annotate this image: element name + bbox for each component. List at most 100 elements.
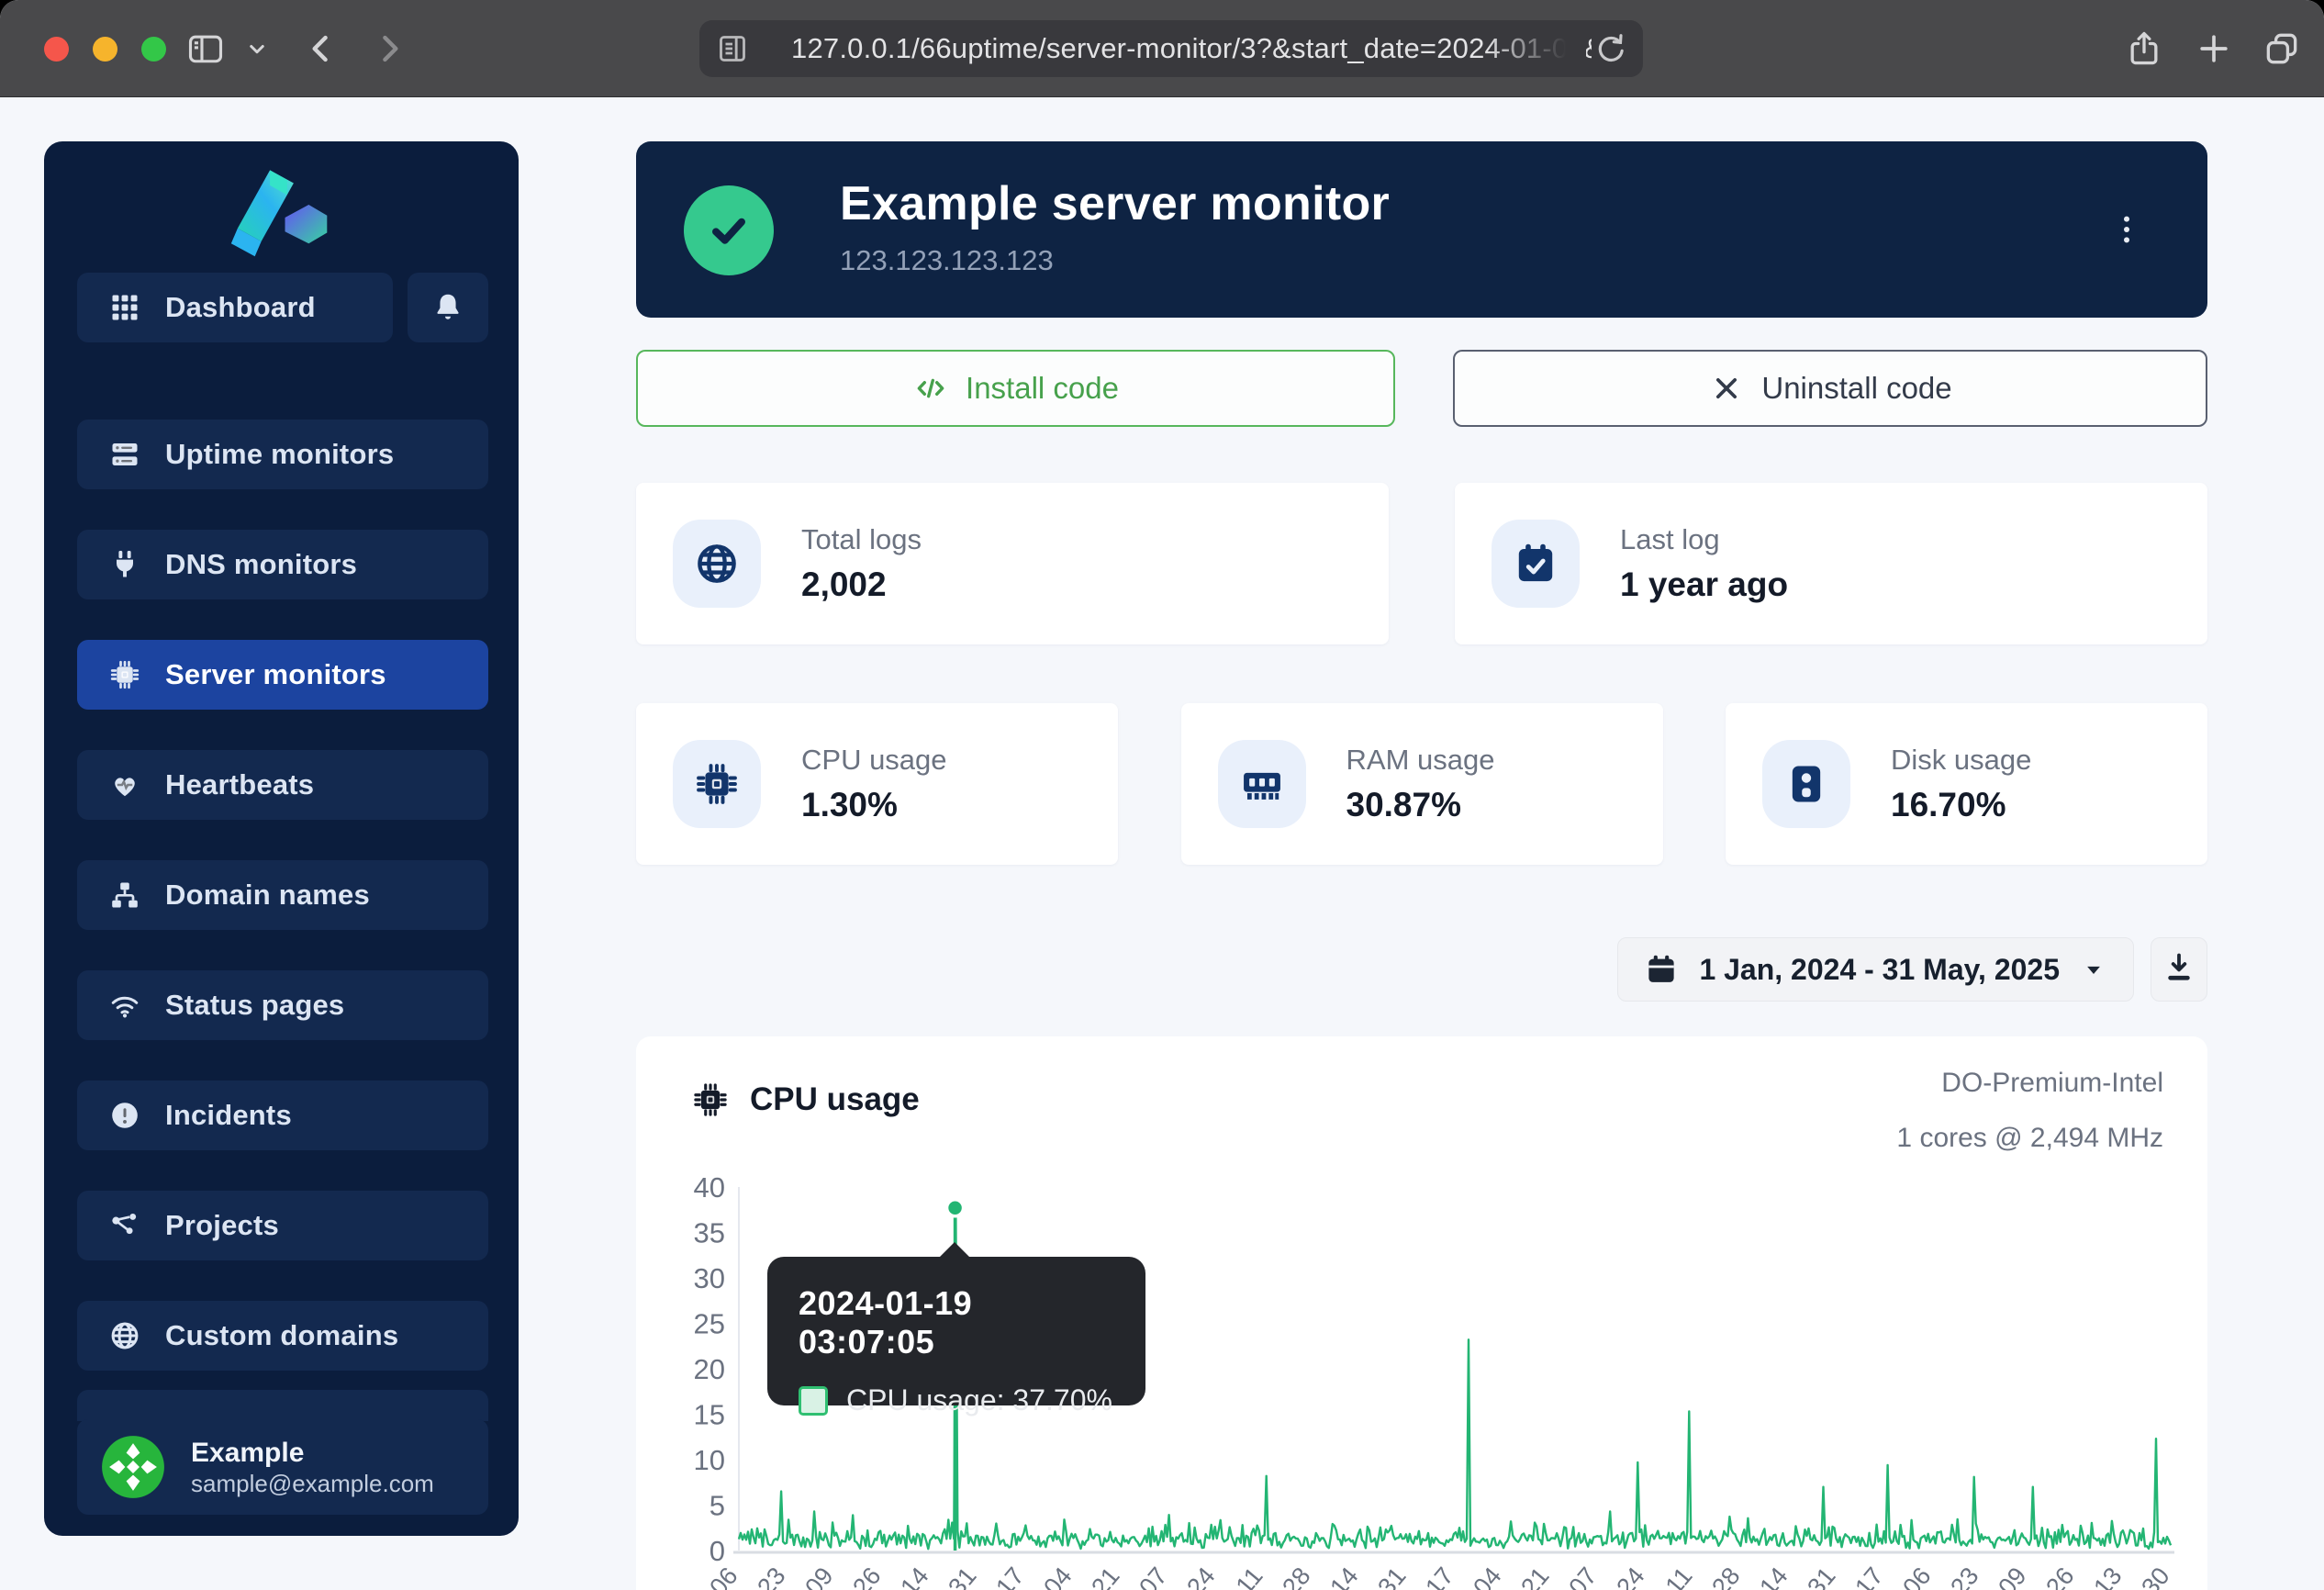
tab-overview-icon[interactable] bbox=[2256, 23, 2307, 74]
back-button[interactable] bbox=[296, 23, 347, 74]
stat-label: Disk usage bbox=[1891, 744, 2031, 777]
y-tick-label: 0 bbox=[709, 1535, 725, 1567]
calendar-icon bbox=[1644, 952, 1679, 987]
disk-icon bbox=[1762, 740, 1850, 828]
y-tick-label: 35 bbox=[694, 1217, 725, 1249]
sidebar-item-label: Status pages bbox=[165, 989, 344, 1022]
y-tick-label: 10 bbox=[694, 1444, 725, 1476]
plug-icon bbox=[108, 548, 141, 581]
sidebar-toggle-icon[interactable] bbox=[180, 23, 231, 74]
stat-card-ram-usage: RAM usage 30.87% bbox=[1181, 703, 1663, 865]
sidebar-item-partial[interactable] bbox=[77, 1390, 488, 1421]
reader-icon[interactable] bbox=[714, 30, 751, 67]
hovered-point-marker bbox=[947, 1200, 964, 1216]
new-tab-icon[interactable] bbox=[2188, 23, 2240, 74]
chart-tooltip: 2024-01-19 03:07:05 CPU usage: 37.70% bbox=[767, 1257, 1145, 1405]
alert-icon bbox=[108, 1099, 141, 1132]
date-range-label: 1 Jan, 2024 - 31 May, 2025 bbox=[1699, 953, 2060, 987]
tooltip-row: CPU usage: 37.70% bbox=[799, 1383, 1114, 1417]
y-tick-label: 20 bbox=[694, 1353, 725, 1385]
share-icon[interactable] bbox=[2118, 23, 2170, 74]
browser-window: 127.0.0.1/66uptime/server-monitor/3?&sta… bbox=[0, 0, 2324, 1590]
code-icon bbox=[912, 370, 949, 407]
avatar bbox=[99, 1433, 167, 1501]
sidebar-item-heartbeats[interactable]: Heartbeats bbox=[77, 750, 488, 820]
close-window-button[interactable] bbox=[44, 37, 69, 62]
chart-header: CPU usage bbox=[691, 1081, 920, 1119]
sidebar-item-domain-names[interactable]: Domain names bbox=[77, 860, 488, 930]
y-tick-label: 30 bbox=[694, 1262, 725, 1294]
user-email: sample@example.com bbox=[191, 1470, 434, 1498]
stat-label: Last log bbox=[1620, 523, 1788, 556]
minimize-window-button[interactable] bbox=[93, 37, 117, 62]
y-tick-label: 40 bbox=[694, 1171, 725, 1204]
install-code-label: Install code bbox=[966, 371, 1119, 406]
sidebar-item-label: Dashboard bbox=[165, 291, 316, 324]
chevron-down-icon[interactable] bbox=[231, 23, 283, 74]
forward-button bbox=[363, 23, 415, 74]
install-code-button[interactable]: Install code bbox=[636, 350, 1395, 427]
stats-row-1: Total logs2,002Last log1 year ago bbox=[636, 483, 2207, 644]
stat-label: RAM usage bbox=[1346, 744, 1495, 777]
cpu-icon bbox=[691, 1081, 730, 1119]
rack-icon bbox=[108, 438, 141, 471]
stat-value: 1.30% bbox=[801, 786, 947, 824]
download-button[interactable] bbox=[2151, 937, 2207, 1002]
traffic-lights bbox=[44, 37, 166, 62]
user-name: Example bbox=[191, 1436, 434, 1471]
sidebar-item-label: Incidents bbox=[165, 1099, 292, 1132]
stat-card-last-log: Last log1 year ago bbox=[1455, 483, 2207, 644]
sidebar-item-label: Domain names bbox=[165, 879, 370, 912]
stat-card-disk-usage: Disk usage 16.70% bbox=[1726, 703, 2207, 865]
y-tick-label: 25 bbox=[694, 1308, 725, 1340]
app-logo bbox=[44, 162, 519, 261]
caret-down-icon bbox=[2080, 956, 2107, 983]
uninstall-code-label: Uninstall code bbox=[1761, 371, 1951, 406]
calcheck-icon bbox=[1492, 520, 1580, 608]
tooltip-datetime: 2024-01-19 03:07:05 bbox=[799, 1284, 1114, 1361]
reload-icon[interactable] bbox=[1592, 30, 1628, 67]
stat-label: Total logs bbox=[801, 523, 922, 556]
notifications-button[interactable] bbox=[408, 273, 488, 342]
sidebar: Dashboard Uptime monitors DNS monitors Ser… bbox=[44, 141, 519, 1536]
sidebar-item-incidents[interactable]: Incidents bbox=[77, 1081, 488, 1150]
sidebar-item-label: Heartbeats bbox=[165, 768, 314, 801]
stat-card-cpu-usage: CPU usage 1.30% bbox=[636, 703, 1118, 865]
kebab-menu-icon[interactable] bbox=[2105, 198, 2149, 261]
sidebar-item-uptime-monitors[interactable]: Uptime monitors bbox=[77, 420, 488, 489]
user-card[interactable]: Example sample@example.com bbox=[77, 1419, 488, 1515]
stat-value: 16.70% bbox=[1891, 786, 2031, 824]
globe-icon bbox=[108, 1319, 141, 1352]
date-range-picker[interactable]: 1 Jan, 2024 - 31 May, 2025 bbox=[1617, 937, 2134, 1002]
zoom-window-button[interactable] bbox=[141, 37, 166, 62]
action-buttons: Install code Uninstall code bbox=[636, 350, 2207, 427]
sidebar-item-label: DNS monitors bbox=[165, 548, 357, 581]
uninstall-code-button[interactable]: Uninstall code bbox=[1453, 350, 2207, 427]
cpu-icon bbox=[108, 658, 141, 691]
sidebar-item-dashboard[interactable]: Dashboard bbox=[77, 273, 393, 342]
sidebar-item-label: Custom domains bbox=[165, 1319, 398, 1352]
chart-card: 05101520253035402024-01-062024-01-232024… bbox=[636, 1036, 2207, 1590]
stat-value: 30.87% bbox=[1346, 786, 1495, 824]
sidebar-item-server-monitors[interactable]: Server monitors bbox=[77, 640, 488, 710]
sidebar-item-projects[interactable]: Projects bbox=[77, 1191, 488, 1260]
sidebar-item-custom-domains[interactable]: Custom domains bbox=[77, 1301, 488, 1371]
sidebar-item-dns-monitors[interactable]: DNS monitors bbox=[77, 530, 488, 599]
server-specs: 1 cores @ 2,494 MHz bbox=[1896, 1123, 2163, 1154]
browser-toolbar: 127.0.0.1/66uptime/server-monitor/3?&sta… bbox=[0, 0, 2324, 97]
page-content: Dashboard Uptime monitors DNS monitors Ser… bbox=[0, 98, 2324, 1590]
sidebar-items: Uptime monitors DNS monitors Server monito… bbox=[77, 420, 488, 1411]
stat-label: CPU usage bbox=[801, 744, 947, 777]
main-area: Example server monitor 123.123.123.123 I… bbox=[636, 141, 2207, 318]
globe-icon bbox=[673, 520, 761, 608]
y-tick-label: 5 bbox=[709, 1490, 725, 1522]
address-bar[interactable]: 127.0.0.1/66uptime/server-monitor/3?&sta… bbox=[699, 20, 1643, 77]
page-title: Example server monitor bbox=[840, 176, 1390, 231]
nodes-icon bbox=[108, 1209, 141, 1242]
sidebar-item-status-pages[interactable]: Status pages bbox=[77, 970, 488, 1040]
status-check-icon bbox=[684, 185, 774, 275]
date-row: 1 Jan, 2024 - 31 May, 2025 bbox=[636, 937, 2207, 1002]
x-tick-label: 2024-01-06 bbox=[641, 1562, 743, 1590]
chart-title: CPU usage bbox=[750, 1081, 920, 1118]
sidebar-item-label: Server monitors bbox=[165, 658, 386, 691]
